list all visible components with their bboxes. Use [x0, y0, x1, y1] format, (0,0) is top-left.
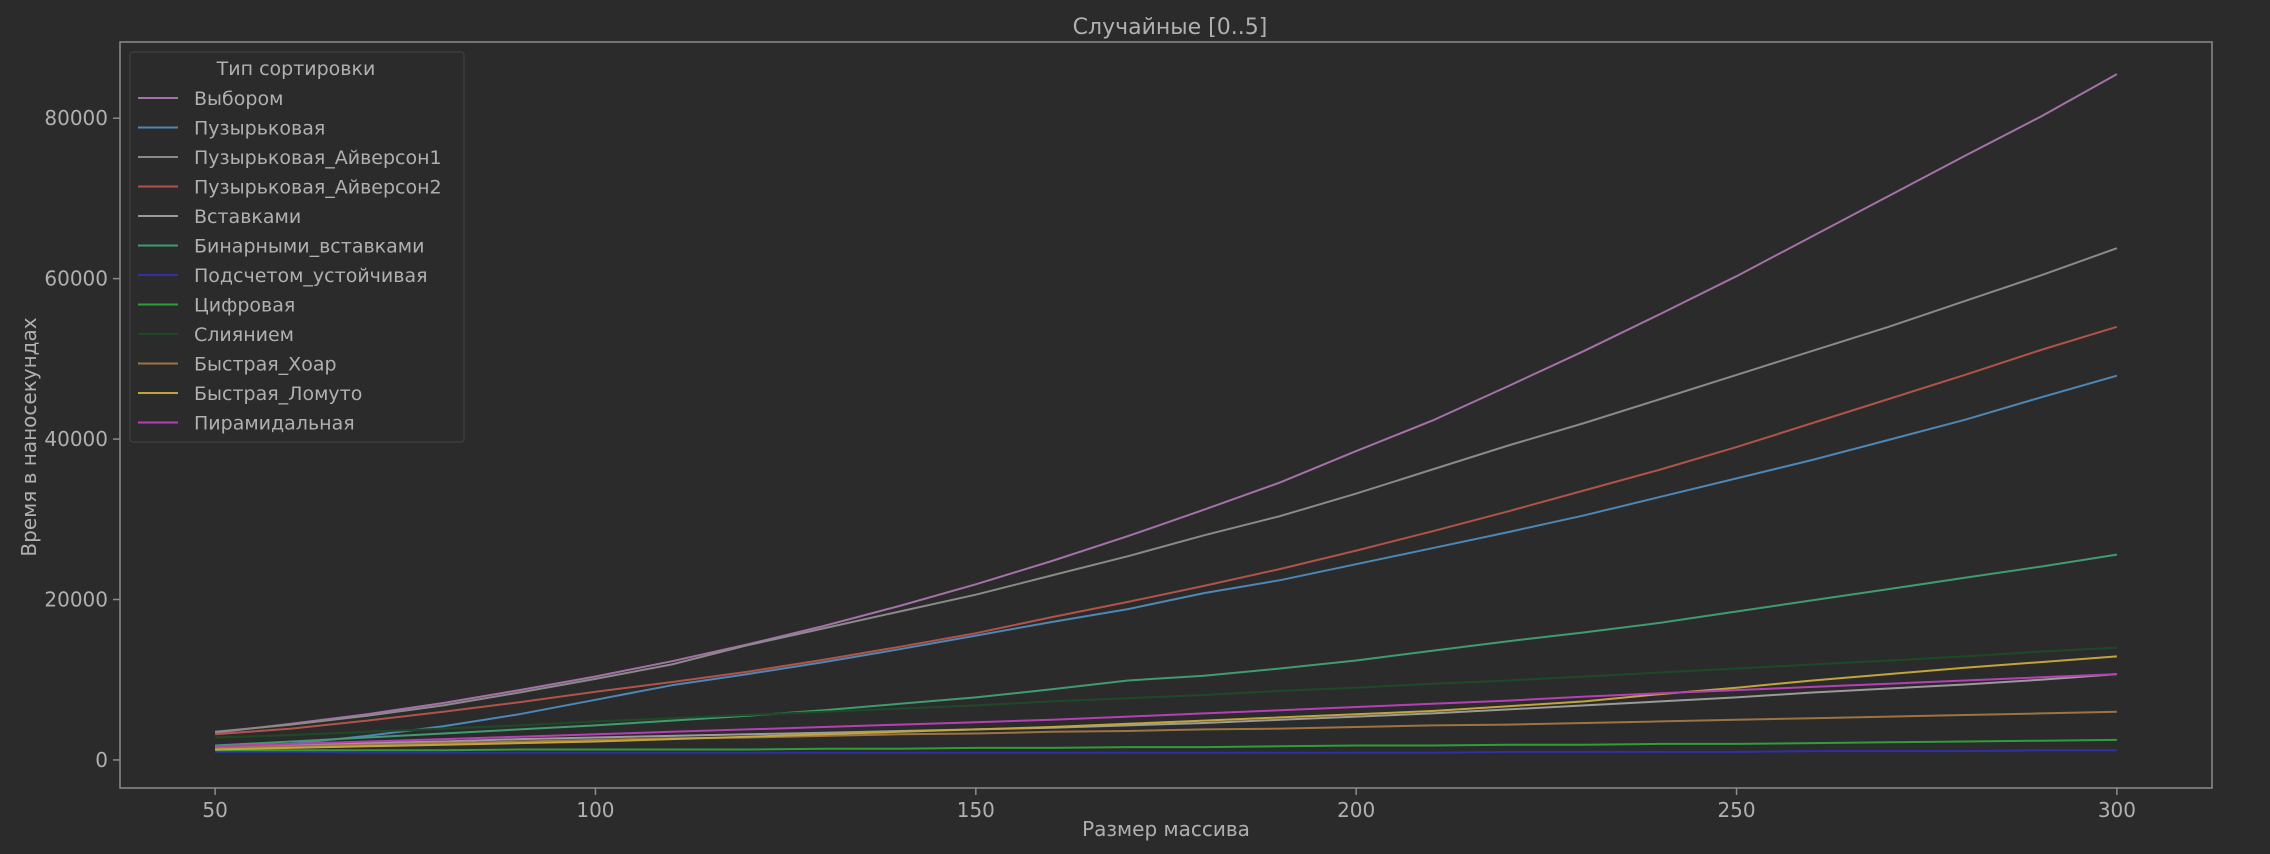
x-tick-label: 200 — [1337, 798, 1375, 822]
series-line-11 — [215, 655, 2117, 751]
legend-label: Быстрая_Ломуто — [194, 383, 362, 405]
y-tick-label: 60000 — [44, 267, 108, 291]
plot-area — [119, 41, 2213, 789]
x-axis-label: Размер массива — [1082, 817, 1250, 841]
x-tick-label: 100 — [576, 798, 614, 822]
chart-title: Случайные [0..5] — [1073, 15, 1268, 40]
series-line-12 — [215, 673, 2117, 748]
legend-label: Пузырьковая_Айверсон2 — [194, 177, 442, 199]
series-line-6 — [215, 553, 2118, 747]
x-tick-label: 50 — [202, 798, 227, 822]
x-tick-label: 150 — [957, 798, 995, 822]
y-tick-label: 20000 — [44, 587, 108, 611]
legend-label: Пузырьковая_Айверсон1 — [194, 147, 442, 169]
y-tick-label: 40000 — [44, 427, 108, 451]
series-line-2 — [215, 374, 2118, 750]
legend-label: Выбором — [194, 88, 283, 110]
legend-label: Подсчетом_устойчивая — [194, 265, 428, 287]
legend-box — [129, 51, 465, 443]
series-line-1 — [214, 73, 2118, 734]
legend-title: Тип сортировки — [216, 58, 376, 80]
legend-label: Пузырьковая — [194, 118, 325, 140]
y-axis: 0 20000 40000 60000 80000 — [44, 106, 120, 772]
series-line-9 — [215, 646, 2117, 739]
y-axis-label: Время в наносекундах — [17, 317, 41, 556]
series-lines — [214, 73, 2118, 754]
series-line-8 — [215, 738, 2117, 752]
series-line-10 — [215, 710, 2117, 749]
legend-label: Бинарными_вставками — [194, 236, 424, 258]
y-tick-label: 0 — [95, 748, 108, 772]
legend-label: Слиянием — [194, 324, 294, 346]
series-line-3 — [215, 247, 2118, 733]
legend-label: Быстрая_Хоар — [194, 354, 337, 376]
series-line-7 — [215, 749, 2117, 754]
legend-items: Выбором Пузырьковая Пузырьковая_Айверсон1 П… — [138, 88, 442, 435]
series-line-5 — [215, 673, 2117, 749]
legend: Тип сортировки Выбором Пузырьковая Пузырьк… — [129, 51, 465, 443]
y-tick-label: 80000 — [44, 106, 108, 130]
legend-label: Вставками — [194, 206, 301, 228]
x-tick-label: 300 — [2098, 798, 2136, 822]
series-line-4 — [215, 325, 2118, 736]
x-axis: 50 100 150 200 250 300 — [202, 788, 2136, 822]
legend-label: Цифровая — [194, 295, 295, 317]
x-tick-label: 250 — [1717, 798, 1755, 822]
legend-label: Пирамидальная — [194, 413, 355, 435]
